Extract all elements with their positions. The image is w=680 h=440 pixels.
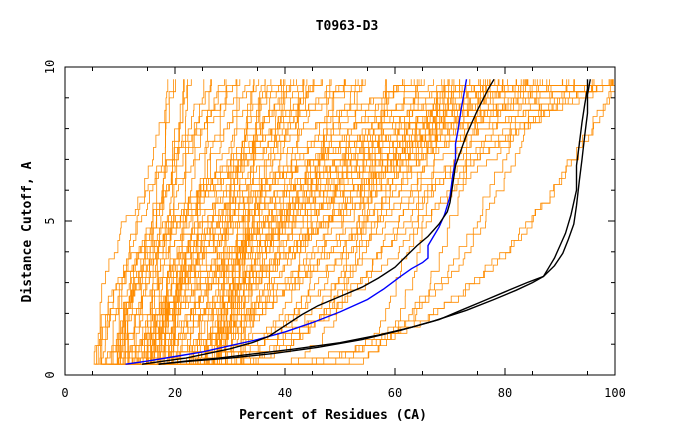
background-series-line: [100, 79, 192, 365]
background-series-line: [211, 79, 425, 365]
x-tick-label: 40: [278, 386, 292, 400]
background-series-line: [145, 79, 169, 365]
series-line-1: [125, 79, 468, 365]
background-series-line: [109, 79, 174, 365]
background-series-line: [218, 79, 387, 365]
background-series-line: [207, 79, 612, 365]
background-series-line: [200, 79, 534, 365]
background-series-line: [140, 79, 461, 365]
highlight-series-group: [125, 78, 591, 365]
x-tick-label: 60: [388, 386, 402, 400]
background-series-line: [113, 79, 526, 365]
background-series-line: [146, 79, 550, 365]
background-series-line: [96, 79, 260, 365]
background-series-line: [192, 79, 308, 365]
background-series-line: [145, 79, 405, 365]
background-series-line: [225, 79, 434, 365]
background-series-line: [244, 79, 445, 365]
y-tick-label: 0: [43, 371, 57, 378]
background-series-line: [168, 79, 225, 365]
background-series-line: [101, 79, 453, 365]
series-line-4: [158, 79, 591, 365]
background-series-line: [132, 79, 346, 365]
background-series-line: [140, 79, 304, 365]
background-series-line: [145, 79, 455, 365]
background-series-line: [206, 79, 443, 365]
background-series-line: [114, 79, 237, 365]
background-series-line: [136, 79, 422, 365]
background-series-line: [103, 79, 529, 365]
background-series-line: [191, 79, 595, 365]
plot-frame: [64, 66, 616, 376]
series-line-3: [158, 79, 589, 365]
axis-ticks: 0 20 40 60 80 100 0 5 10: [43, 60, 626, 400]
x-tick-label: 20: [168, 386, 182, 400]
background-series-line: [130, 79, 357, 365]
x-tick-label: 100: [604, 386, 626, 400]
background-series-line: [157, 79, 297, 365]
background-series-group: [93, 79, 616, 365]
background-series-line: [153, 79, 212, 365]
background-series-line: [93, 79, 470, 365]
y-tick-label: 10: [43, 60, 57, 74]
y-tick-label: 5: [43, 217, 57, 224]
x-axis-label: Percent of Residues (CA): [239, 408, 427, 423]
series-line-2: [141, 78, 495, 365]
x-tick-label: 0: [61, 386, 68, 400]
background-series-line: [233, 79, 570, 365]
x-tick-label: 80: [498, 386, 512, 400]
background-series-line: [242, 79, 460, 365]
background-series-line: [171, 79, 543, 365]
background-series-line: [149, 79, 486, 365]
chart-title: T0963-D3: [316, 19, 379, 34]
background-series-line: [180, 79, 499, 365]
background-series-line: [182, 79, 595, 365]
background-series-line: [100, 79, 281, 365]
y-axis-label: Distance Cutoff, A: [20, 161, 35, 302]
background-series-line: [147, 79, 616, 365]
background-series-line: [199, 79, 541, 365]
background-series-line: [188, 79, 616, 365]
